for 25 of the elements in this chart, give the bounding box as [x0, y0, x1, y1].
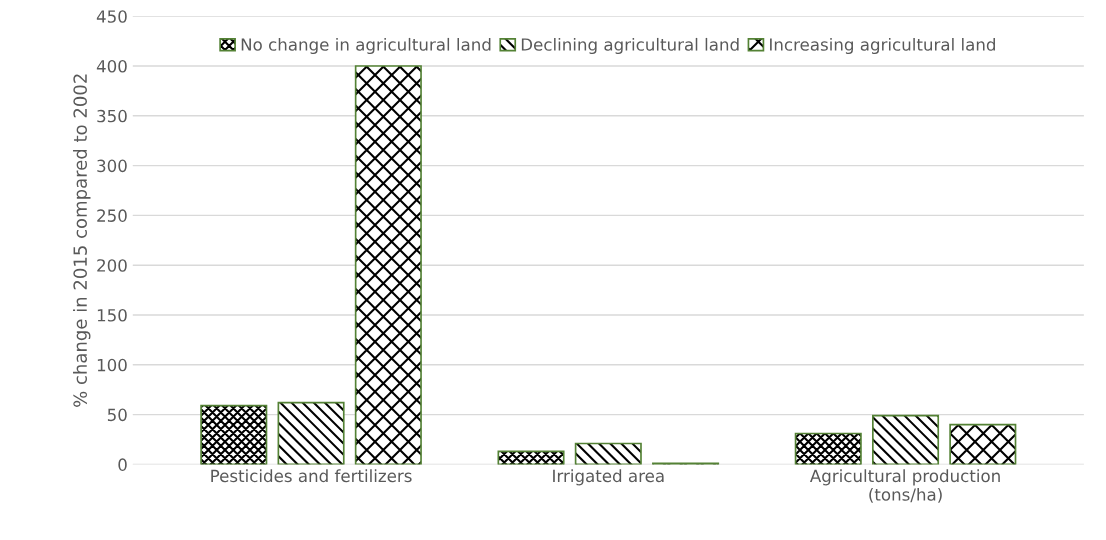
x-tick-label: Agricultural production (tons/ha) [809, 469, 1000, 503]
y-axis-title: % change in 2015 compared to 2002 [73, 74, 91, 407]
legend-label: Declining agricultural land [521, 37, 739, 55]
bar [497, 450, 565, 465]
y-tick-label: 100 [97, 358, 127, 372]
y-tick-label: 450 [96, 10, 127, 23]
bar [872, 414, 940, 465]
y-tick-label: 50 [107, 408, 127, 422]
bar [949, 423, 1017, 465]
y-tick-label: 350 [97, 109, 127, 123]
x-tick-label: Pesticides and fertilizers [211, 469, 412, 483]
legend-label: No change in agricultural land [241, 37, 491, 55]
y-tick-label: 150 [97, 308, 127, 322]
bar [794, 432, 862, 465]
bar [277, 401, 345, 465]
y-tick-label: 250 [97, 209, 127, 222]
y-tick-label: 400 [96, 59, 127, 73]
y-tick-label: 200 [97, 259, 127, 272]
bar [200, 404, 268, 465]
legend-label: Increasing agricultural land [770, 37, 995, 55]
x-tick-label: Irrigated area [553, 469, 664, 486]
bar [574, 442, 642, 465]
bar [354, 65, 422, 465]
y-tick-label: 300 [97, 159, 127, 173]
y-tick-label: 0 [118, 458, 127, 471]
